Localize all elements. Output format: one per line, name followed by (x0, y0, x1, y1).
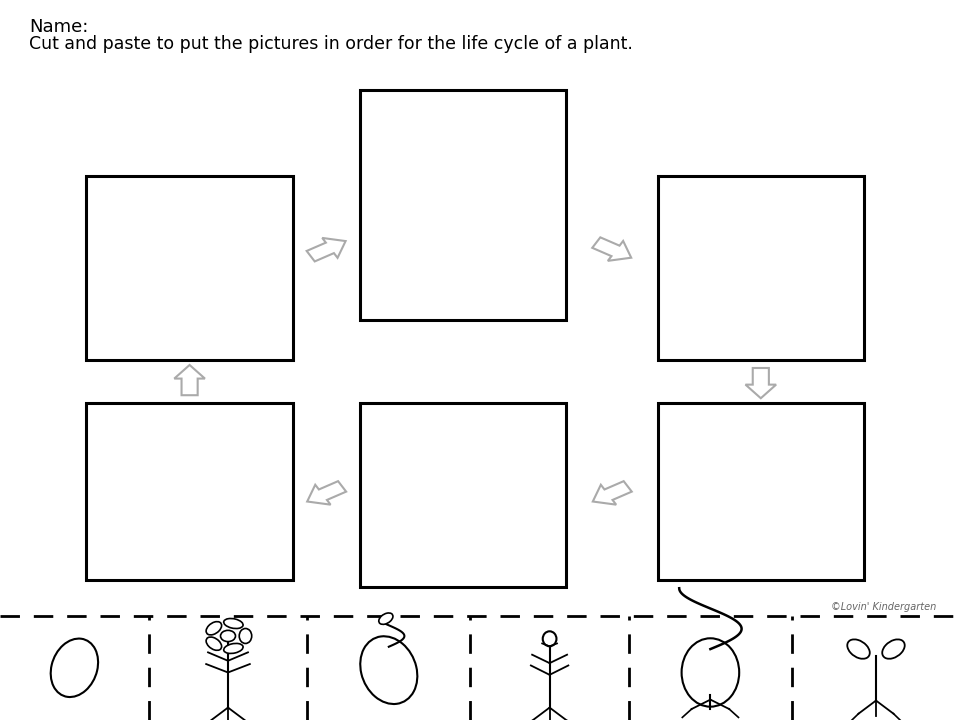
Text: ©Lovin' Kindergarten: ©Lovin' Kindergarten (830, 602, 936, 612)
Ellipse shape (848, 639, 870, 659)
Text: Name:: Name: (29, 18, 88, 36)
Text: Cut and paste to put the pictures in order for the life cycle of a plant.: Cut and paste to put the pictures in ord… (29, 35, 633, 53)
Polygon shape (592, 481, 632, 505)
Ellipse shape (51, 639, 98, 697)
Polygon shape (592, 238, 632, 261)
Bar (86, 403, 293, 580)
Ellipse shape (206, 621, 222, 635)
Ellipse shape (224, 644, 243, 654)
Polygon shape (306, 238, 346, 261)
Ellipse shape (239, 629, 252, 644)
Ellipse shape (682, 638, 739, 707)
Polygon shape (175, 365, 204, 395)
Ellipse shape (360, 636, 418, 704)
Bar (86, 176, 293, 360)
Ellipse shape (224, 618, 243, 629)
Circle shape (221, 631, 235, 642)
Polygon shape (307, 481, 347, 505)
Bar (360, 403, 566, 587)
Ellipse shape (379, 613, 393, 624)
Polygon shape (746, 368, 776, 398)
Bar (658, 403, 864, 580)
Bar (360, 90, 566, 320)
Ellipse shape (206, 637, 222, 650)
Ellipse shape (882, 639, 904, 659)
Bar (658, 176, 864, 360)
Ellipse shape (542, 631, 557, 647)
